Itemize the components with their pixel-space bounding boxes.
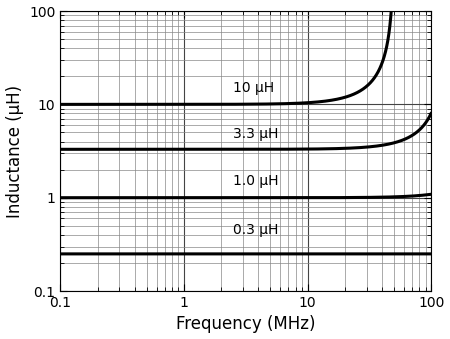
Text: 0.3 μH: 0.3 μH [233, 223, 279, 237]
X-axis label: Frequency (MHz): Frequency (MHz) [176, 316, 315, 334]
Text: 10 μH: 10 μH [233, 81, 274, 95]
Y-axis label: Inductance (μH): Inductance (μH) [5, 84, 23, 218]
Text: 1.0 μH: 1.0 μH [233, 174, 279, 188]
Text: 3.3 μH: 3.3 μH [233, 126, 279, 141]
